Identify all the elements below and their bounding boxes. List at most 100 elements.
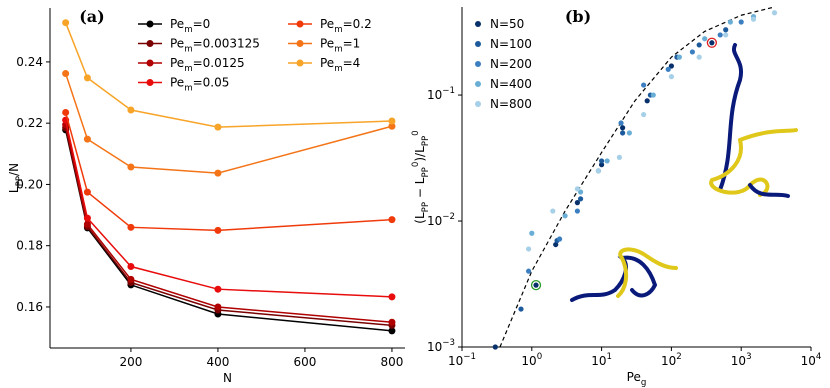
x-axis-label: N bbox=[223, 371, 232, 385]
point bbox=[62, 108, 70, 116]
y-tick-label: 0.16 bbox=[16, 299, 43, 313]
point bbox=[689, 49, 696, 55]
point bbox=[723, 27, 729, 33]
point bbox=[388, 122, 396, 130]
panel-label: (b) bbox=[565, 7, 591, 26]
highlight-ring bbox=[530, 279, 542, 291]
point bbox=[668, 74, 675, 80]
legend-label: N=100 bbox=[490, 37, 532, 51]
x-tick-label: 600 bbox=[293, 355, 316, 369]
legend-marker bbox=[146, 79, 154, 86]
x-tick-label: 100 bbox=[521, 352, 542, 368]
legend-marker bbox=[146, 40, 154, 47]
point bbox=[750, 16, 757, 22]
point bbox=[388, 216, 396, 224]
point bbox=[723, 32, 729, 38]
point bbox=[83, 74, 91, 82]
point bbox=[574, 200, 580, 206]
series-line bbox=[64, 119, 392, 298]
legend-label: Pem=0.0125 bbox=[170, 56, 245, 74]
point bbox=[717, 32, 723, 38]
legend-marker bbox=[296, 59, 304, 67]
point bbox=[604, 158, 610, 164]
point bbox=[62, 19, 70, 27]
y-tick-label: 0.22 bbox=[16, 116, 43, 130]
legend-marker bbox=[296, 20, 304, 28]
point bbox=[518, 306, 524, 312]
x-tick-label: 103 bbox=[731, 352, 752, 368]
x-tick-label: 400 bbox=[206, 355, 229, 369]
x-tick-label: 200 bbox=[119, 355, 142, 369]
y-tick-label: 0.18 bbox=[16, 238, 43, 252]
legend-label: Pem=4 bbox=[320, 56, 360, 74]
point bbox=[641, 82, 647, 88]
point bbox=[709, 40, 715, 46]
point bbox=[553, 241, 559, 248]
point bbox=[574, 186, 580, 192]
legend-label: Pem=1 bbox=[320, 36, 360, 54]
point bbox=[526, 268, 532, 274]
legend-label: N=400 bbox=[490, 77, 532, 91]
y-tick-label: 10−3 bbox=[427, 338, 455, 354]
point bbox=[83, 214, 91, 222]
point bbox=[696, 54, 702, 60]
point bbox=[533, 282, 539, 288]
point bbox=[574, 208, 580, 214]
legend-marker bbox=[296, 40, 304, 47]
point bbox=[599, 162, 605, 168]
point bbox=[620, 125, 626, 131]
point bbox=[492, 344, 498, 350]
point bbox=[214, 169, 222, 177]
legend-marker bbox=[475, 61, 481, 67]
point bbox=[526, 246, 532, 252]
legend-marker bbox=[146, 20, 154, 28]
point bbox=[529, 230, 535, 236]
point bbox=[676, 54, 682, 60]
legend-label: Pem=0.003125 bbox=[170, 36, 260, 54]
point bbox=[83, 188, 91, 196]
series-line bbox=[64, 124, 393, 324]
polymer-sketch bbox=[570, 43, 798, 302]
x-tick-label: 10−1 bbox=[448, 352, 476, 368]
point bbox=[771, 10, 778, 16]
point bbox=[127, 163, 135, 171]
point bbox=[214, 285, 222, 293]
point bbox=[665, 66, 671, 72]
legend-label: N=800 bbox=[490, 97, 532, 111]
point bbox=[550, 208, 556, 214]
legend-marker bbox=[475, 101, 481, 107]
point bbox=[641, 111, 647, 118]
y-tick-label: 10−2 bbox=[427, 212, 455, 228]
legend-marker bbox=[475, 81, 481, 87]
x-tick-label: 102 bbox=[661, 352, 682, 368]
point bbox=[620, 130, 626, 136]
point bbox=[650, 92, 656, 98]
x-axis-label: Peg bbox=[627, 370, 647, 388]
point bbox=[562, 213, 568, 219]
y-tick-label: 10−1 bbox=[427, 86, 455, 102]
point bbox=[599, 158, 605, 164]
legend-label: Pem=0.2 bbox=[320, 17, 372, 35]
legend-marker bbox=[146, 59, 154, 67]
point bbox=[214, 123, 222, 131]
legend-marker bbox=[475, 41, 481, 47]
series-line bbox=[64, 112, 392, 232]
point bbox=[388, 293, 396, 301]
x-tick-label: 101 bbox=[591, 352, 612, 368]
point bbox=[626, 130, 632, 136]
point bbox=[388, 117, 396, 125]
point bbox=[127, 275, 135, 283]
legend-label: N=200 bbox=[490, 57, 532, 71]
point bbox=[127, 223, 135, 231]
point bbox=[62, 70, 70, 78]
point bbox=[127, 106, 135, 114]
point bbox=[83, 135, 91, 143]
point bbox=[577, 196, 584, 202]
point bbox=[83, 220, 91, 228]
x-tick-label: 104 bbox=[801, 352, 822, 368]
legend-label: Pem=0 bbox=[170, 17, 210, 35]
legend-label: Pem=0.05 bbox=[170, 75, 229, 93]
point bbox=[595, 168, 602, 174]
point bbox=[727, 19, 733, 25]
